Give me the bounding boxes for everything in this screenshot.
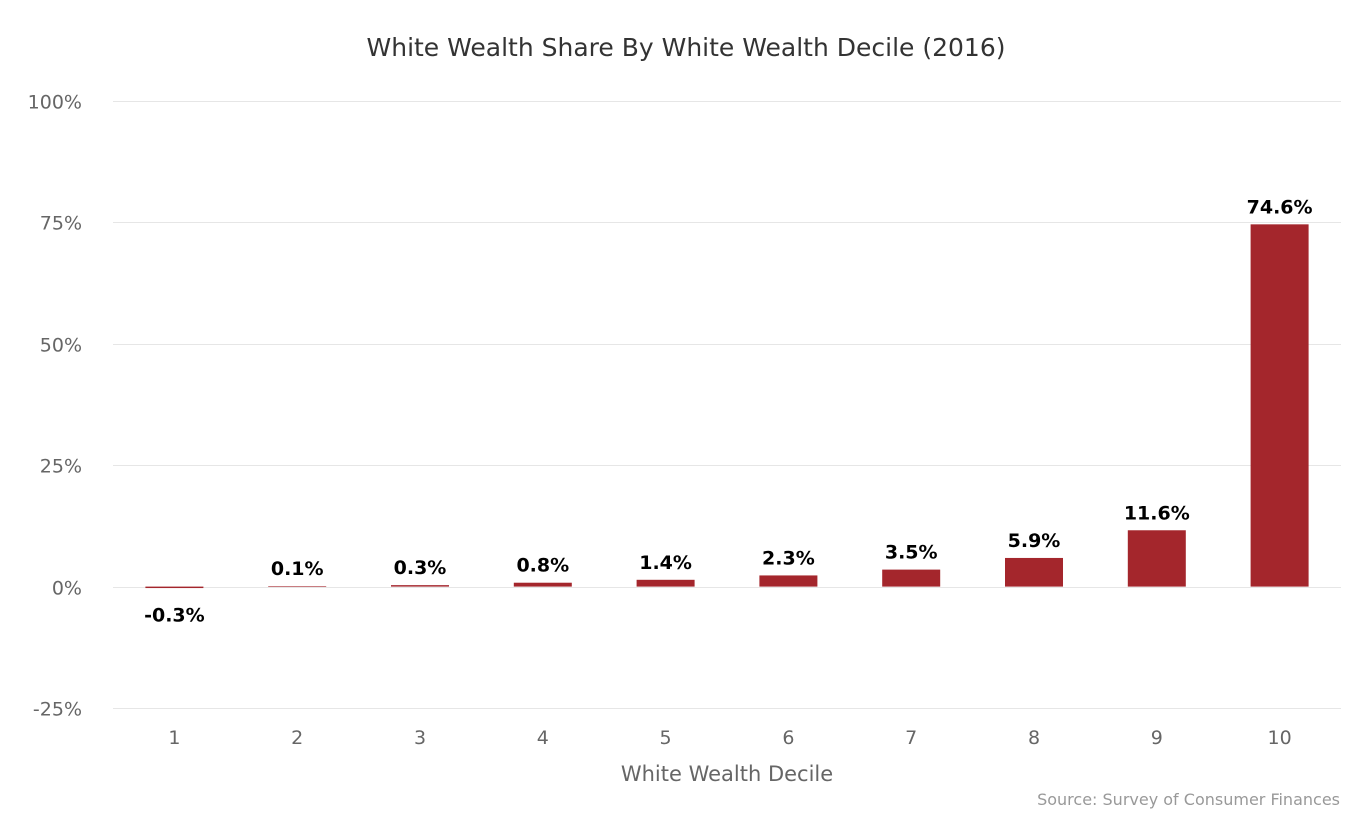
x-tick-label: 1	[168, 727, 180, 749]
bar	[636, 579, 695, 587]
bar	[882, 569, 941, 587]
x-tick-label: 4	[537, 727, 549, 749]
x-tick-label: 2	[291, 727, 303, 749]
x-tick-label: 6	[782, 727, 794, 749]
bar	[1250, 224, 1309, 587]
data-label: 0.8%	[516, 555, 569, 577]
bar	[268, 586, 327, 587]
bar	[759, 575, 818, 587]
bar	[1005, 557, 1063, 587]
data-label: 0.1%	[271, 558, 324, 580]
source-note: Source: Survey of Consumer Finances	[1037, 790, 1340, 809]
bar	[1127, 530, 1186, 587]
x-tick-label: 3	[414, 727, 426, 749]
x-tick-label: 8	[1028, 727, 1040, 749]
data-label: -0.3%	[144, 605, 205, 627]
bars	[145, 224, 1309, 589]
bar	[391, 585, 449, 587]
y-tick-label: -25%	[33, 699, 82, 721]
y-tick-label: 25%	[40, 456, 82, 478]
x-tick-label: 9	[1151, 727, 1163, 749]
data-label: 0.3%	[394, 557, 447, 579]
bar	[513, 582, 572, 587]
y-axis-ticks: -25% 0% 25% 50% 75% 100%	[28, 92, 82, 721]
data-label: 11.6%	[1124, 502, 1190, 524]
y-tick-label: 50%	[40, 335, 82, 357]
data-labels: -0.3% 0.1% 0.3% 0.8% 1.4% 2.3% 3.5% 5.9% 11.6% 74…	[144, 196, 1312, 626]
data-label: 2.3%	[762, 547, 815, 569]
data-label: 74.6%	[1247, 196, 1313, 218]
y-tick-label: 100%	[28, 92, 82, 114]
data-label: 1.4%	[639, 552, 692, 574]
x-axis-ticks: 1 2 3 4 5 6 7 8 9 10	[168, 727, 1291, 749]
chart-title: White Wealth Share By White Wealth Decil…	[367, 33, 1006, 62]
y-tick-label: 0%	[52, 578, 82, 600]
data-label: 3.5%	[885, 542, 938, 564]
bar	[145, 586, 204, 589]
gridlines	[113, 101, 1341, 709]
x-tick-label: 10	[1268, 727, 1292, 749]
y-tick-label: 75%	[40, 213, 82, 235]
data-label: 5.9%	[1008, 530, 1061, 552]
x-tick-label: 5	[660, 727, 672, 749]
x-tick-label: 7	[905, 727, 917, 749]
x-axis-title: White Wealth Decile	[621, 762, 833, 786]
